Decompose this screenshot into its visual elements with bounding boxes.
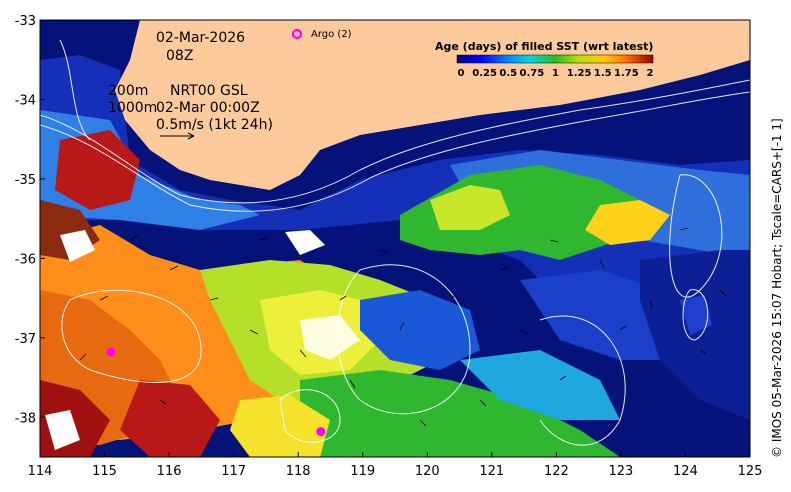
contour-lines bbox=[40, 39, 750, 446]
y-tick-label: -34 bbox=[15, 93, 36, 108]
y-tick-label: -37 bbox=[15, 332, 36, 347]
colorbar bbox=[456, 54, 654, 64]
colorbar-tick-label: 1.75 bbox=[614, 68, 639, 79]
x-tick-label: 114 bbox=[28, 464, 53, 479]
current-vectors bbox=[79, 227, 727, 427]
x-tick-label: 120 bbox=[415, 464, 440, 479]
argo-legend-label: Argo (2) bbox=[311, 29, 352, 40]
x-tick-label: 117 bbox=[221, 464, 246, 479]
y-axis: -33 -34 -35 -36 -37 -38 bbox=[15, 14, 45, 426]
plot-frame bbox=[39, 19, 751, 458]
colorbar-tick-label: 1.25 bbox=[567, 68, 592, 79]
y-tick-label: -35 bbox=[15, 173, 36, 188]
x-tick-label: 119 bbox=[350, 464, 375, 479]
argo-legend-marker bbox=[291, 28, 303, 40]
contour-1000-label: 1000m bbox=[108, 100, 157, 116]
x-tick-label: 118 bbox=[286, 464, 311, 479]
x-tick-label: 124 bbox=[673, 464, 698, 479]
x-axis: 114 115 116 117 118 119 120 121 122 123 124 125 bbox=[28, 452, 763, 479]
argo-float-marker bbox=[106, 347, 116, 357]
argo-markers bbox=[106, 347, 326, 437]
colorbar-ticks: 0 0.25 0.5 0.75 1 1.25 1.5 1.75 2 bbox=[458, 68, 654, 79]
y-tick-label: -38 bbox=[15, 411, 36, 426]
x-tick-label: 121 bbox=[479, 464, 504, 479]
product-time-label: 02-Mar 00:00Z bbox=[156, 100, 260, 116]
colorbar-title: Age (days) of filled SST (wrt latest) bbox=[435, 40, 653, 53]
credit-text: © IMOS 05-Mar-2026 15:07 Hobart; Tscale=… bbox=[770, 118, 784, 458]
vector-scale-label: 0.5m/s (1kt 24h) bbox=[156, 117, 273, 133]
y-tick-label: -36 bbox=[15, 252, 36, 267]
y-tick-label: -33 bbox=[15, 14, 36, 29]
x-tick-label: 125 bbox=[738, 464, 763, 479]
colorbar-tick-label: 2 bbox=[647, 68, 654, 79]
x-tick-label: 123 bbox=[608, 464, 633, 479]
vector-scale-arrow bbox=[160, 132, 195, 140]
x-tick-label: 115 bbox=[92, 464, 117, 479]
contour-200-label: 200m bbox=[108, 83, 148, 99]
colorbar-tick-label: 0.75 bbox=[520, 68, 545, 79]
colorbar-tick-label: 0 bbox=[458, 68, 465, 79]
colorbar-tick-label: 1.5 bbox=[594, 68, 612, 79]
x-tick-label: 122 bbox=[544, 464, 569, 479]
colorbar-tick-label: 0.5 bbox=[499, 68, 517, 79]
date-label: 02-Mar-2026 bbox=[156, 30, 245, 46]
colorbar-tick-label: 1 bbox=[552, 68, 559, 79]
time-label: 08Z bbox=[166, 48, 193, 64]
argo-float-marker bbox=[316, 427, 326, 437]
x-tick-label: 116 bbox=[157, 464, 182, 479]
colorbar-tick-label: 0.25 bbox=[472, 68, 497, 79]
product-label: NRT00 GSL bbox=[170, 83, 248, 99]
